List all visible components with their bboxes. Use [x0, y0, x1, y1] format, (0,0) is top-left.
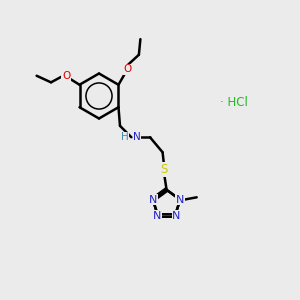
- Text: H: H: [121, 132, 129, 142]
- Text: · HCl: · HCl: [220, 95, 248, 109]
- Text: O: O: [62, 71, 70, 81]
- Text: N: N: [153, 211, 162, 221]
- Text: N: N: [172, 211, 181, 221]
- Text: N: N: [148, 195, 157, 205]
- Text: N: N: [133, 132, 141, 142]
- Text: S: S: [160, 163, 168, 176]
- Text: N: N: [176, 195, 184, 205]
- Text: O: O: [123, 64, 132, 74]
